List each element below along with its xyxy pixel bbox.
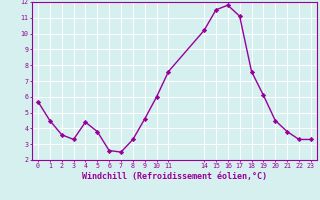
X-axis label: Windchill (Refroidissement éolien,°C): Windchill (Refroidissement éolien,°C) xyxy=(82,172,267,181)
